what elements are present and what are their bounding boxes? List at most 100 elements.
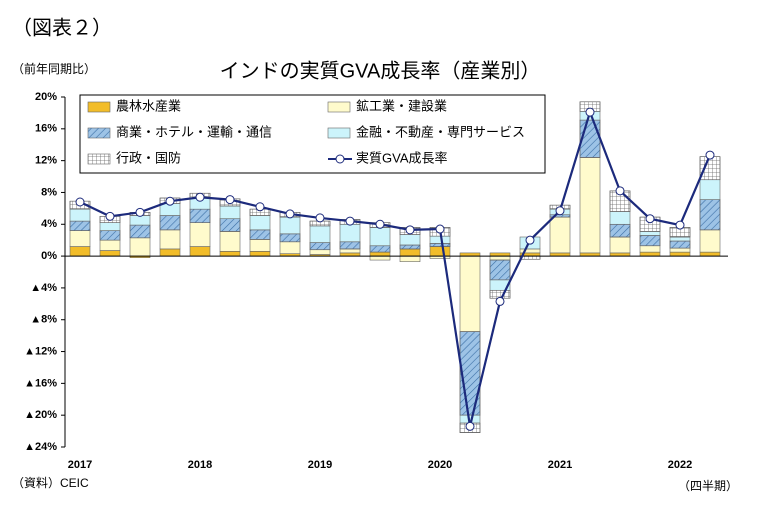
legend-label: 金融・不動産・専門サービス	[356, 124, 525, 139]
bar	[639, 235, 661, 247]
y-tick-label: ▲20%	[24, 409, 57, 421]
y-axis-label: （前年同期比）	[12, 61, 96, 76]
bar	[309, 225, 331, 243]
bar	[99, 250, 121, 257]
point	[705, 150, 715, 160]
legend-label: 鉱工業・建設業	[356, 98, 447, 113]
bar	[159, 229, 181, 250]
x-tick-label: 2017	[68, 459, 92, 471]
bar	[219, 205, 241, 220]
y-tick-label: ▲8%	[30, 314, 57, 326]
legend-swatch	[327, 101, 351, 113]
bar	[69, 246, 91, 257]
bar	[249, 239, 271, 252]
bar	[129, 224, 151, 239]
bar	[699, 199, 721, 231]
y-tick-label: 4%	[41, 218, 57, 230]
legend-label: 農林水産業	[116, 98, 181, 113]
bar	[69, 230, 91, 247]
point	[675, 220, 685, 230]
bar	[369, 255, 391, 261]
x-tick-label: 2018	[188, 459, 212, 471]
bar	[279, 241, 301, 255]
bar	[369, 227, 391, 247]
bar	[249, 251, 271, 257]
y-tick-label: 16%	[35, 123, 57, 135]
point	[435, 224, 445, 234]
figure-label: （図表２）	[12, 17, 112, 40]
bar	[399, 255, 421, 262]
point	[465, 421, 475, 431]
bar	[639, 245, 661, 253]
legend-label: 行政・国防	[116, 150, 181, 165]
bar	[609, 211, 631, 225]
point	[135, 207, 145, 217]
y-tick-label: ▲24%	[24, 441, 57, 453]
point	[285, 209, 295, 219]
bar	[399, 248, 421, 257]
y-tick-label: 0%	[41, 250, 57, 262]
bar	[339, 241, 361, 250]
point	[105, 211, 115, 221]
bar	[219, 251, 241, 257]
legend-box	[79, 94, 546, 174]
bar	[69, 208, 91, 222]
bar	[129, 237, 151, 257]
y-tick-label: 8%	[41, 186, 57, 198]
y-tick-label: ▲4%	[30, 282, 57, 294]
bar	[309, 242, 331, 251]
bar	[369, 245, 391, 253]
bar	[669, 240, 691, 249]
bar	[279, 216, 301, 235]
bar	[189, 222, 211, 247]
x-tick-label: 2021	[548, 459, 572, 471]
x-tick-label: 2020	[428, 459, 452, 471]
x-axis-label: （四半期）	[678, 479, 738, 493]
line	[79, 108, 712, 427]
bar	[69, 220, 91, 231]
bar	[279, 233, 301, 243]
bar	[249, 215, 271, 231]
bar	[549, 216, 571, 254]
bar	[699, 229, 721, 253]
y-tick-label: 12%	[35, 155, 57, 167]
point	[645, 214, 655, 224]
bar	[459, 255, 481, 332]
bar	[609, 223, 631, 238]
bar	[639, 231, 661, 236]
point	[165, 196, 175, 206]
bar	[429, 235, 451, 244]
bar	[99, 239, 121, 251]
point	[315, 213, 325, 223]
y-tick-label: 20%	[35, 91, 57, 103]
y-tick-label: ▲12%	[24, 345, 57, 357]
bar	[429, 246, 451, 257]
x-tick-label: 2019	[308, 459, 332, 471]
legend-swatch	[327, 127, 351, 139]
bar	[339, 248, 361, 254]
point	[75, 197, 85, 207]
bar	[189, 208, 211, 223]
bar	[699, 156, 721, 181]
bar	[669, 247, 691, 253]
x-tick-label: 2022	[668, 459, 692, 471]
bar	[699, 251, 721, 257]
point	[375, 219, 385, 229]
bar	[189, 246, 211, 257]
bar	[669, 236, 691, 242]
bar	[219, 231, 241, 252]
point	[495, 296, 505, 306]
source: （資料）CEIC	[12, 476, 89, 490]
y-tick-label: ▲16%	[24, 377, 57, 389]
legend-label: 実質GVA成長率	[356, 150, 448, 165]
bar	[609, 236, 631, 254]
point	[525, 235, 535, 245]
bar	[339, 223, 361, 243]
bar	[399, 244, 421, 250]
bar	[489, 259, 511, 281]
bar	[129, 215, 151, 226]
chart-title: インドの実質GVA成長率（産業別）	[220, 59, 541, 82]
point	[345, 216, 355, 226]
bar	[399, 234, 421, 246]
point	[405, 225, 415, 235]
